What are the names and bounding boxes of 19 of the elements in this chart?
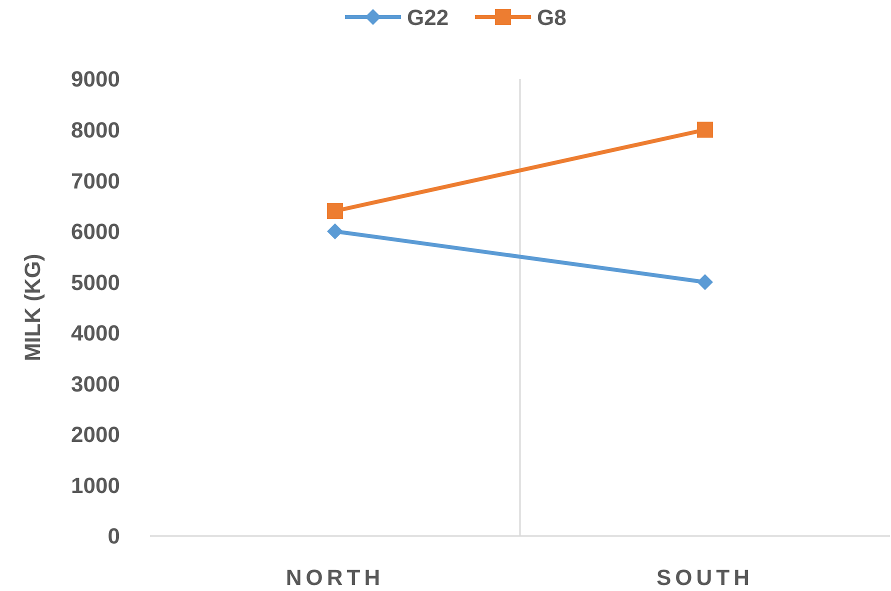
y-axis-title: MILK (KG) [20, 254, 45, 362]
y-tick-label: 6000 [71, 219, 120, 244]
legend-label: G8 [537, 5, 566, 30]
point [697, 122, 713, 138]
y-tick-label: 0 [108, 524, 120, 549]
y-tick-label: 1000 [71, 472, 120, 498]
y-tick-label: 8000 [71, 117, 120, 142]
point [327, 203, 343, 220]
x-tick-label: SOUTH [656, 565, 754, 590]
point [697, 274, 713, 290]
y-tick-label: 5000 [71, 270, 120, 295]
y-tick-label: 9000 [71, 66, 120, 92]
x-tick-label: NORTH [286, 565, 384, 590]
point [327, 223, 343, 240]
y-tick-label: 2000 [71, 422, 120, 448]
y-tick-label: 3000 [71, 371, 120, 396]
legend-label: G22 [407, 5, 449, 30]
y-tick-label: 7000 [71, 168, 120, 194]
y-tick-label: 4000 [71, 320, 120, 346]
